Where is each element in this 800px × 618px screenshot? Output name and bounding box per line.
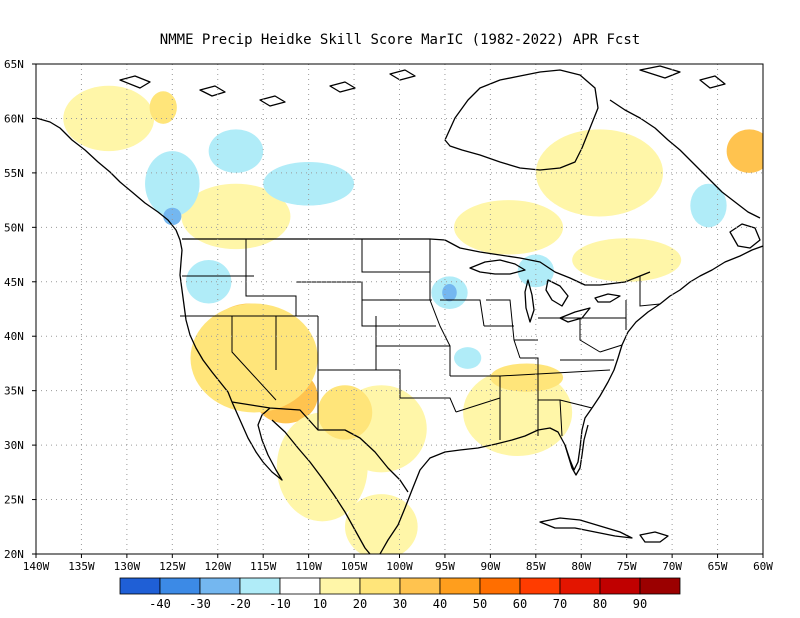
colorbar-swatch <box>279 577 321 595</box>
colorbar-label: 80 <box>593 597 607 611</box>
skill-score-field <box>63 85 763 554</box>
lake-erie <box>559 307 591 323</box>
lon-tick-label: 100W <box>386 560 413 573</box>
graticule <box>36 64 763 554</box>
gulf-coastline <box>379 407 593 554</box>
latitude-ticks: 65N 60N 55N 50N 45N 40N 35N 30N 25N 20N <box>4 58 36 561</box>
lat-tick-label: 40N <box>4 330 24 343</box>
baja-california <box>231 401 283 481</box>
lon-tick-label: 115W <box>250 560 277 573</box>
colorbar-label: 40 <box>433 597 447 611</box>
lon-tick-label: 95W <box>435 560 455 573</box>
florida-peninsula <box>564 424 589 476</box>
region-alaska-south <box>63 85 155 152</box>
region-yukon-neg <box>163 207 182 226</box>
lon-tick-label: 130W <box>114 560 141 573</box>
lon-tick-label: 140W <box>23 560 50 573</box>
lat-tick-label: 60N <box>4 112 24 125</box>
colorbar-swatch <box>199 577 241 595</box>
labrador-coastline <box>609 99 761 219</box>
mexico-west-coastline <box>271 419 371 554</box>
colorbar: -40 -30 -20 -10 10 20 30 40 50 60 70 80 90 <box>119 577 681 611</box>
colorbar-swatch <box>559 577 601 595</box>
lat-tick-label: 45N <box>4 276 24 289</box>
lon-tick-label: 105W <box>341 560 368 573</box>
lat-tick-label: 35N <box>4 385 24 398</box>
lat-tick-label: 50N <box>4 221 24 234</box>
plot-area <box>36 64 763 554</box>
lon-tick-label: 80W <box>571 560 591 573</box>
colorbar-swatch <box>359 577 401 595</box>
lon-tick-label: 70W <box>662 560 682 573</box>
colorbar-label: 10 <box>313 597 327 611</box>
us-west-coastline <box>179 249 233 403</box>
region-labrador <box>726 129 763 173</box>
colorbar-label: 70 <box>553 597 567 611</box>
region-hudson-east <box>535 129 664 217</box>
lat-tick-label: 20N <box>4 548 24 561</box>
colorbar-swatch <box>479 577 521 595</box>
lat-tick-label: 30N <box>4 439 24 452</box>
colorbar-label: 20 <box>353 597 367 611</box>
bc-coastline <box>36 117 183 251</box>
longitude-ticks: 140W 135W 130W 125W 120W 115W 110W 105W 100W 95W 9… <box>23 554 773 573</box>
lat-tick-label: 55N <box>4 167 24 180</box>
lake-huron <box>545 279 569 307</box>
us-canada-border <box>182 238 651 286</box>
region-new-mexico <box>317 385 373 440</box>
colorbar-swatch <box>159 577 201 595</box>
hispaniola <box>639 531 669 543</box>
colorbar-label: -40 <box>149 597 171 611</box>
colorbar-label: -20 <box>229 597 251 611</box>
colorbar-swatch <box>599 577 641 595</box>
lake-superior <box>469 259 526 275</box>
us-mexico-border <box>231 401 409 493</box>
lon-tick-label: 75W <box>617 560 637 573</box>
cuba <box>539 517 633 539</box>
figure-title: NMME Precip Heidke Skill Score MarIC (19… <box>160 32 640 48</box>
region-missouri <box>454 347 482 369</box>
colorbar-label: 60 <box>513 597 527 611</box>
colorbar-swatch <box>399 577 441 595</box>
lon-tick-label: 125W <box>159 560 186 573</box>
lon-tick-label: 60W <box>753 560 773 573</box>
region-iowa-core <box>442 283 457 302</box>
region-northwest-canada <box>208 129 264 173</box>
colorbar-swatch <box>639 577 681 595</box>
region-great-basin <box>190 303 318 413</box>
region-western-canada <box>181 183 291 250</box>
colorbar-swatch <box>119 577 161 595</box>
colorbar-label: -30 <box>189 597 211 611</box>
colorbar-swatch <box>319 577 361 595</box>
region-great-lakes-canada <box>454 200 564 255</box>
lon-tick-label: 90W <box>480 560 500 573</box>
coastlines-and-borders <box>36 65 763 554</box>
region-ontario <box>517 254 554 288</box>
region-british-columbia <box>145 151 200 217</box>
lat-tick-label: 65N <box>4 58 24 71</box>
lon-tick-label: 135W <box>68 560 95 573</box>
colorbar-label: 30 <box>393 597 407 611</box>
region-alaska-spot <box>149 91 177 124</box>
lon-tick-label: 65W <box>708 560 728 573</box>
lat-tick-label: 25N <box>4 494 24 507</box>
region-pacific-northwest <box>185 260 232 304</box>
lon-tick-label: 120W <box>205 560 232 573</box>
lon-tick-label: 110W <box>295 560 322 573</box>
lake-michigan <box>524 279 535 323</box>
state-borders <box>180 239 661 440</box>
lake-ontario <box>594 293 621 303</box>
colorbar-swatch <box>519 577 561 595</box>
newfoundland <box>729 223 761 249</box>
colorbar-label: 50 <box>473 597 487 611</box>
region-tennessee <box>490 363 564 392</box>
lon-tick-label: 85W <box>526 560 546 573</box>
colorbar-label: -10 <box>269 597 291 611</box>
colorbar-label: 90 <box>633 597 647 611</box>
colorbar-swatch <box>239 577 281 595</box>
arctic-islands <box>119 65 726 107</box>
colorbar-swatch <box>439 577 481 595</box>
